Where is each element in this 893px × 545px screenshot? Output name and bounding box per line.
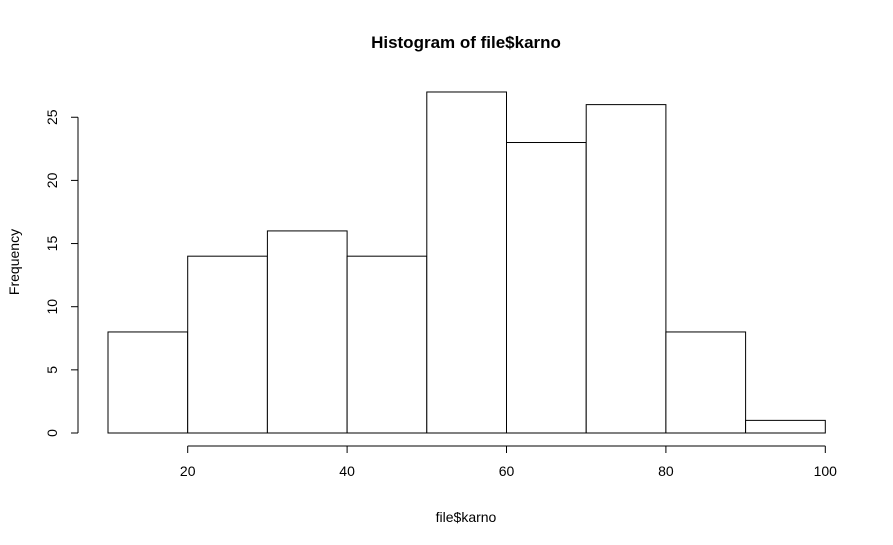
y-tick-label: 10: [44, 299, 60, 315]
x-tick-label: 80: [658, 463, 674, 479]
x-axis: 20 40 60 80 100: [180, 445, 838, 479]
y-tick-label: 5: [44, 366, 60, 374]
x-tick-label: 100: [814, 463, 838, 479]
histogram-bar: [107, 331, 189, 434]
histogram-bar: [187, 255, 268, 434]
bars-group: [107, 91, 826, 434]
x-axis-label: file$karno: [436, 509, 497, 525]
histogram-bar: [745, 419, 826, 434]
histogram-bar: [426, 91, 507, 434]
x-tick-label: 60: [499, 463, 515, 479]
histogram-bar: [506, 142, 587, 434]
y-tick-label: 0: [44, 429, 60, 437]
y-tick-label: 15: [44, 236, 60, 252]
x-tick-label: 40: [339, 463, 355, 479]
y-tick-label: 20: [44, 172, 60, 188]
y-tick-label: 25: [44, 109, 60, 125]
y-axis: 0 5 10 15 20 25: [44, 109, 79, 437]
chart-title: Histogram of file$karno: [371, 33, 561, 52]
histogram-bar: [665, 331, 747, 434]
histogram-bar: [346, 255, 428, 434]
x-tick-label: 20: [180, 463, 196, 479]
histogram-bar: [585, 104, 667, 434]
histogram-bar: [266, 230, 348, 434]
y-axis-label: Frequency: [6, 229, 22, 295]
